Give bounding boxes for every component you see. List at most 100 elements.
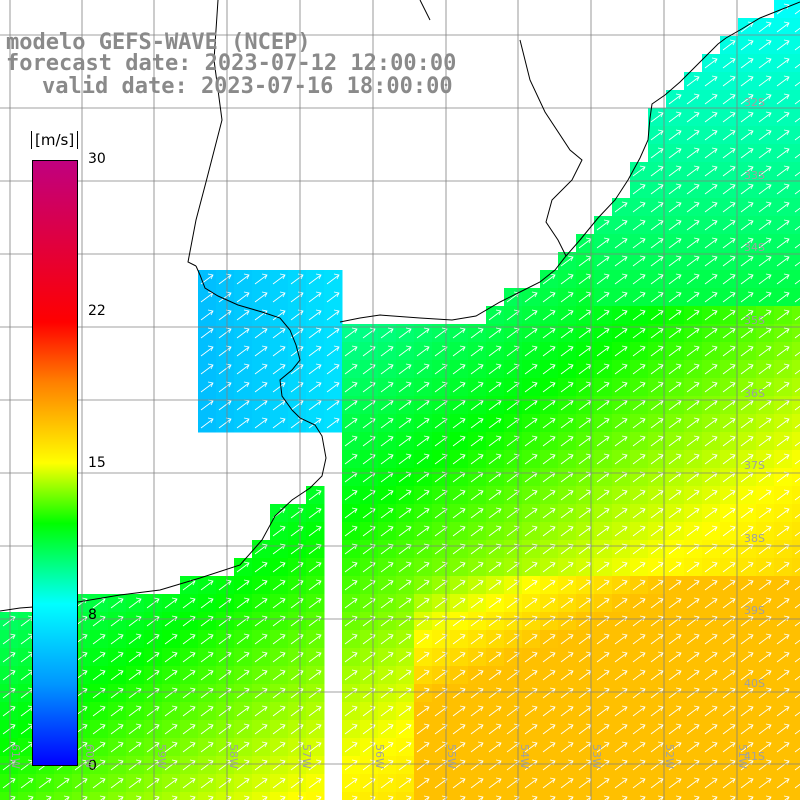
wind-arrow — [470, 651, 484, 663]
wind-arrow — [470, 417, 484, 429]
wind-arrow — [686, 435, 700, 447]
wind-arrow — [668, 525, 682, 537]
wind-arrow — [380, 579, 394, 591]
wind-arrow — [200, 309, 214, 321]
wind-arrow — [668, 255, 682, 267]
wind-arrow — [272, 633, 286, 645]
lon-label: 61W — [9, 744, 22, 769]
wind-arrow — [398, 723, 412, 735]
wind-cell — [774, 792, 793, 800]
wind-arrow — [272, 381, 286, 393]
wind-arrow — [560, 705, 574, 717]
wind-arrow — [740, 21, 754, 33]
colorbar — [32, 160, 78, 766]
wind-arrow — [470, 705, 484, 717]
wind-arrow — [650, 723, 664, 735]
wind-arrow — [452, 597, 466, 609]
wind-arrow — [272, 579, 286, 591]
wind-arrow — [686, 489, 700, 501]
wind-arrow — [704, 435, 718, 447]
wind-arrow — [686, 183, 700, 195]
wind-arrow — [614, 255, 628, 267]
wind-arrow — [776, 381, 790, 393]
wind-arrow — [794, 585, 800, 591]
wind-cell — [792, 180, 800, 199]
wind-arrow — [794, 441, 800, 447]
wind-arrow — [614, 435, 628, 447]
wind-cell — [468, 792, 487, 800]
wind-cell — [756, 792, 775, 800]
colorbar-unit: [m/s] — [31, 131, 79, 149]
wind-arrow — [560, 777, 574, 789]
wind-arrow — [776, 57, 790, 69]
wind-arrow — [524, 669, 538, 681]
wind-arrow — [542, 435, 556, 447]
wind-arrow — [488, 363, 502, 375]
lon-label: 58W — [227, 744, 240, 769]
wind-arrow — [632, 615, 646, 627]
wind-arrow — [632, 309, 646, 321]
wind-arrow — [560, 255, 574, 267]
wind-arrow — [614, 237, 628, 249]
wind-arrow — [668, 345, 682, 357]
wind-arrow — [794, 495, 800, 501]
wind-arrow — [524, 363, 538, 375]
wind-arrow — [344, 489, 358, 501]
wind-arrow — [398, 453, 412, 465]
wind-arrow — [794, 333, 800, 339]
wind-arrow — [668, 741, 682, 753]
wind-arrow — [308, 741, 322, 753]
wind-arrow — [668, 723, 682, 735]
wind-arrow — [596, 669, 610, 681]
wind-arrow — [758, 705, 772, 717]
wind-arrow — [650, 237, 664, 249]
wind-arrow — [614, 651, 628, 663]
wind-arrow — [524, 633, 538, 645]
wind-cell — [792, 684, 800, 703]
wind-arrow — [650, 129, 664, 141]
wind-arrow — [596, 489, 610, 501]
wind-arrow — [758, 75, 772, 87]
wind-arrow — [686, 237, 700, 249]
wind-arrow — [146, 651, 160, 663]
wind-arrow — [632, 579, 646, 591]
wind-arrow — [596, 345, 610, 357]
wind-arrow — [758, 111, 772, 123]
wind-arrow — [326, 327, 340, 339]
wind-arrow — [380, 435, 394, 447]
wind-arrow — [596, 651, 610, 663]
wind-cell — [792, 198, 800, 217]
wind-arrow — [254, 291, 268, 303]
wind-arrow — [524, 507, 538, 519]
wind-arrow — [272, 525, 286, 537]
wind-arrow — [236, 561, 250, 573]
wind-arrow — [740, 327, 754, 339]
wind-arrow — [542, 651, 556, 663]
wind-arrow — [488, 579, 502, 591]
wind-arrow — [776, 219, 790, 231]
wind-cell — [792, 108, 800, 127]
wind-arrow — [722, 165, 736, 177]
wind-arrow — [542, 525, 556, 537]
wind-arrow — [722, 633, 736, 645]
wind-arrow — [794, 135, 800, 141]
wind-arrow — [308, 417, 322, 429]
wind-arrow — [236, 579, 250, 591]
wind-arrow — [668, 327, 682, 339]
wind-arrow — [380, 489, 394, 501]
wind-arrow — [452, 363, 466, 375]
wind-arrow — [758, 291, 772, 303]
wind-arrow — [524, 705, 538, 717]
wind-arrow — [254, 561, 268, 573]
wind-cell — [0, 792, 19, 800]
wind-arrow — [722, 561, 736, 573]
wind-arrow — [722, 525, 736, 537]
lon-label: 53W — [590, 744, 603, 769]
wind-arrow — [326, 381, 340, 393]
wind-arrow — [560, 615, 574, 627]
wind-arrow — [452, 615, 466, 627]
wind-arrow — [488, 489, 502, 501]
wind-arrow — [218, 651, 232, 663]
wind-arrow — [308, 651, 322, 663]
wind-cell — [792, 234, 800, 253]
